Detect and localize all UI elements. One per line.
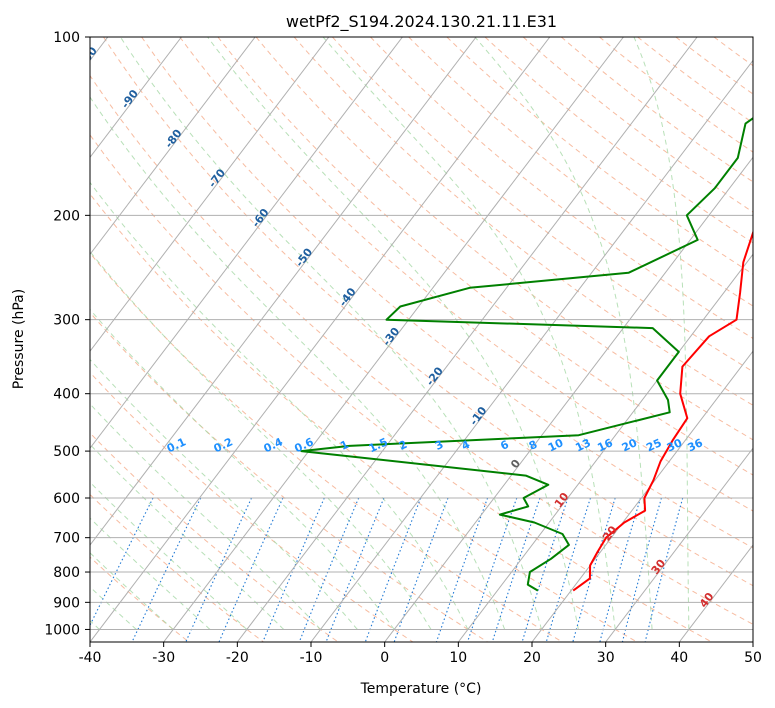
x-tick-label: 30 (597, 650, 615, 666)
mixing-ratio-line (621, 497, 662, 642)
dry-adiabat (560, 37, 753, 183)
dry-adiabat (141, 37, 753, 549)
isotherm-line (163, 37, 624, 642)
dry-adiabat (179, 37, 753, 512)
x-axis: -40 -30 -20 -10 0 10 20 30 40 50 (79, 642, 762, 666)
y-axis-label: Pressure (hPa) (11, 289, 27, 389)
isotherm-line (310, 59, 753, 642)
x-tick-label: 40 (670, 650, 688, 666)
mixing-ratio-line (90, 497, 154, 627)
isotherm-line (90, 37, 182, 159)
dry-adiabat (255, 37, 753, 441)
mixing-ratio-line (599, 497, 642, 642)
moist-adiabat (207, 37, 579, 630)
plot-frame (89, 36, 754, 643)
profile-line-1 (572, 229, 753, 592)
mixing-ratio-line (466, 497, 518, 642)
y-tick-label: 300 (53, 313, 80, 329)
isotherm-line (531, 350, 753, 642)
moist-adiabat (474, 37, 653, 630)
isotherm-line (605, 447, 753, 642)
mixing-ratio-line (131, 497, 202, 642)
y-tick-label: 400 (53, 387, 80, 403)
dry-adiabat (332, 37, 753, 373)
moist-adiabat (90, 308, 395, 630)
isotherm-line (90, 37, 403, 449)
isotherm-line (236, 37, 698, 642)
moist-adiabat (90, 250, 432, 630)
isotherm-line (90, 37, 551, 642)
dry-adiabat (90, 193, 638, 642)
dry-adiabat (293, 37, 753, 406)
mixing-ratio-label: 10 (546, 436, 566, 454)
isotherm-gridlines (90, 37, 753, 642)
isotherm-line (384, 156, 753, 642)
y-tick-label: 500 (53, 444, 80, 460)
y-tick-label: 1000 (44, 622, 80, 638)
moist-adiabat (119, 37, 542, 630)
y-tick-label: 700 (53, 531, 80, 547)
y-tick-label: 800 (53, 565, 80, 581)
dry-adiabat (90, 432, 339, 642)
mixing-ratio-line (572, 497, 616, 642)
plot-area (90, 37, 753, 642)
mixing-ratio-line (435, 497, 489, 642)
moist-adiabat (322, 37, 616, 630)
y-axis: 100 200 300 400 500 600 700 800 900 1000 (44, 30, 90, 638)
mixing-ratio-label: 13 (573, 436, 592, 454)
moist-adiabat (90, 96, 506, 630)
moist-adiabat (90, 358, 358, 630)
y-tick-label: 100 (53, 30, 80, 46)
dry-adiabat (90, 493, 264, 642)
moist-adiabat (90, 403, 321, 630)
dry-adiabat (103, 37, 753, 587)
x-tick-label: -20 (226, 650, 249, 666)
mixing-ratio-label: 30 (665, 436, 685, 454)
x-tick-label: 50 (744, 650, 762, 666)
isotherm-line (457, 253, 753, 642)
profile-lines (300, 116, 753, 592)
isotherm-line (752, 641, 753, 642)
moist-adiabat (633, 37, 690, 630)
x-tick-label: -30 (152, 650, 175, 666)
mixing-ratio-label: 36 (686, 436, 706, 454)
mixing-ratio-line (364, 497, 422, 642)
dry-adiabat (90, 74, 753, 625)
dry-adiabat (90, 252, 563, 642)
mixing-ratio-line (325, 497, 385, 642)
mixing-ratio-line (644, 497, 684, 642)
mixing-ratio-line (521, 497, 569, 642)
background-reference-lines (90, 37, 753, 642)
x-tick-label: 0 (380, 650, 389, 666)
dry-adiabat (599, 37, 753, 153)
dry-adiabat (90, 311, 488, 642)
isotherm-line (90, 37, 330, 353)
mixing-ratio-label: 16 (595, 436, 615, 454)
profile-line-2 (300, 116, 753, 592)
x-tick-label: -10 (300, 650, 323, 666)
chart-title: wetPf2_S194.2024.130.21.11.E31 (285, 12, 558, 31)
isotherm-line (90, 37, 477, 546)
x-tick-label: 20 (523, 650, 541, 666)
dry-adiabat (90, 133, 712, 642)
moist-adiabat (90, 181, 469, 630)
dry-adiabat (751, 37, 753, 39)
y-tick-label: 200 (53, 208, 80, 224)
dry-adiabat (370, 37, 753, 340)
x-axis-label: Temperature (°C) (360, 681, 482, 697)
dry-adiabat (484, 37, 753, 244)
mixing-ratio-label: 20 (620, 436, 640, 454)
isotherm-line (90, 37, 256, 256)
y-tick-label: 900 (53, 595, 80, 611)
mixing-ratio-label: 25 (644, 436, 663, 454)
x-tick-label: 10 (449, 650, 467, 666)
x-tick-label: -40 (79, 650, 102, 666)
mixing-ratio-line (545, 497, 592, 642)
isobar-gridlines (90, 37, 753, 630)
y-tick-label: 600 (53, 491, 80, 507)
